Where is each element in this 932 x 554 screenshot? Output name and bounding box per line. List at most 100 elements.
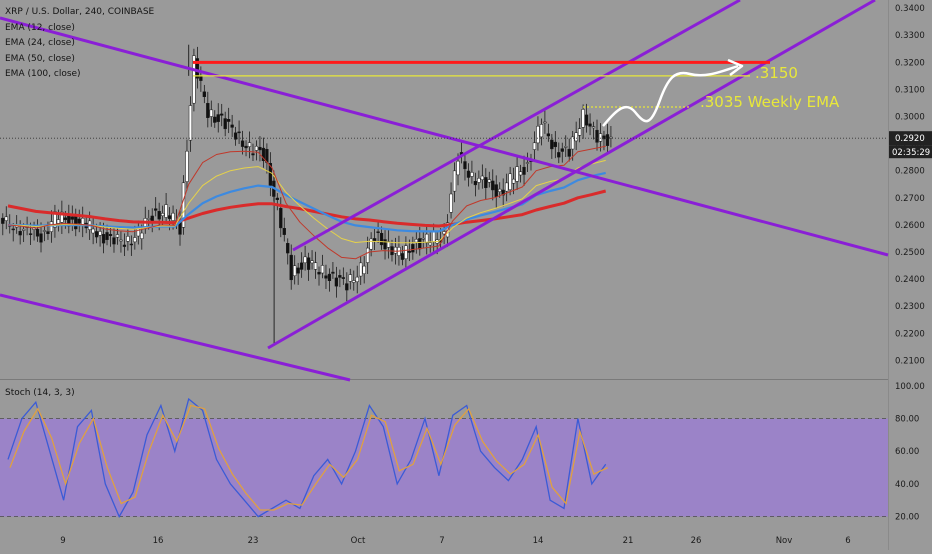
candle-down: [105, 232, 109, 240]
candle-up: [359, 262, 363, 277]
candle-down: [282, 227, 286, 235]
time-tick-label: 6: [845, 536, 850, 546]
candle-down: [195, 58, 200, 79]
legend-ema-50[interactable]: EMA (50, close): [5, 53, 75, 64]
candle-down: [341, 277, 345, 279]
uptrend-channel-upper: [292, 0, 741, 252]
candle-up: [477, 178, 481, 183]
drawing-tools[interactable]: .3150 .3035 Weekly EMA: [0, 0, 889, 382]
candle-down: [567, 148, 571, 157]
candle-down: [227, 119, 231, 122]
candle-up: [119, 239, 123, 242]
stoch-tick-label: 100.00: [895, 382, 925, 392]
candle-down: [595, 129, 599, 143]
candle-up: [425, 233, 429, 244]
candle-down: [400, 253, 405, 260]
candle-up: [574, 132, 578, 142]
candle-up: [254, 145, 259, 151]
stoch-pane[interactable]: [0, 397, 888, 519]
candle-down: [334, 277, 339, 287]
symbol-title[interactable]: XRP / U.S. Dollar, 240, COINBASE: [5, 7, 155, 17]
stoch-legend[interactable]: Stoch (14, 3, 3): [5, 388, 75, 398]
candle-up: [505, 182, 509, 192]
candle-down: [327, 273, 332, 281]
time-tick-label: 23: [248, 536, 259, 546]
price-tick-label: 0.2200: [895, 329, 925, 339]
legend-ema-24[interactable]: EMA (24, close): [5, 38, 75, 48]
candle-up: [591, 126, 596, 129]
candle-up: [487, 179, 491, 183]
candle-up: [140, 232, 144, 239]
price-tick-label: 0.2100: [895, 356, 925, 366]
stoch-tick-label: 40.00: [895, 480, 919, 490]
candle-down: [324, 275, 328, 279]
candle-down: [275, 197, 279, 200]
time-tick-label: Oct: [351, 536, 366, 546]
candle-up: [508, 173, 512, 190]
candle-down: [28, 233, 33, 235]
candle-up: [147, 218, 151, 220]
candle-up: [532, 142, 537, 150]
candle-up: [171, 212, 175, 221]
candle-up: [160, 213, 165, 217]
current-price-label: 0.2920: [895, 134, 925, 144]
candle-down: [331, 271, 335, 274]
candle-down: [588, 123, 592, 127]
candle-up: [414, 238, 418, 243]
time-tick-label: 26: [691, 536, 702, 546]
candle-up: [449, 193, 453, 213]
candle-down: [501, 189, 505, 196]
candle-up: [362, 265, 366, 274]
candle-up: [428, 242, 432, 246]
candle-up: [581, 109, 585, 128]
candle-down: [550, 139, 554, 150]
price-axis[interactable]: 0.34000.33000.32000.31000.30000.29000.28…: [889, 0, 932, 550]
candle-down: [338, 275, 342, 278]
target-label: .3150: [755, 64, 798, 82]
time-axis[interactable]: 9 16 23 Oct 7 14 21 26 Nov 6: [0, 529, 888, 550]
candle-up: [60, 211, 64, 223]
candle-down: [279, 208, 283, 229]
candle-up: [470, 172, 474, 177]
candle-up: [498, 188, 502, 192]
price-axis-bg: [889, 0, 932, 550]
candle-up: [4, 216, 8, 221]
price-tick-label: 0.2700: [895, 194, 925, 204]
price-tick-label: 0.3300: [895, 31, 925, 41]
time-tick-label: 21: [623, 536, 634, 546]
candle-down: [553, 141, 557, 148]
time-tick-label: 9: [60, 536, 65, 546]
candle-down: [63, 217, 67, 221]
candle-down: [491, 180, 495, 191]
candle-down: [418, 238, 422, 250]
candle-down: [122, 244, 127, 247]
weekly-ema-label: .3035 Weekly EMA: [700, 93, 840, 111]
candle-up: [515, 166, 519, 182]
candle-down: [240, 140, 245, 147]
candle-down: [237, 131, 241, 134]
downtrend-channel-upper: [0, 16, 889, 257]
candle-down: [602, 135, 606, 140]
price-tick-label: 0.2400: [895, 275, 925, 285]
candle-up: [310, 260, 314, 264]
candle-up: [543, 121, 547, 124]
candle-up: [115, 234, 120, 238]
ema-line-12: [7, 145, 606, 260]
candle-up: [525, 162, 530, 164]
candle-down: [154, 208, 158, 211]
candle-up: [386, 241, 391, 248]
candle-down: [317, 271, 321, 275]
candle-up: [577, 128, 582, 136]
candle-up: [209, 109, 213, 117]
candle-up: [56, 219, 61, 224]
candle-up: [313, 262, 318, 270]
legend-ema-100[interactable]: EMA (100, close): [5, 69, 81, 79]
legend-ema-12[interactable]: EMA (12, close): [5, 22, 75, 33]
candle-down: [376, 231, 380, 233]
candle-up: [355, 276, 359, 282]
candle-up: [49, 221, 54, 232]
price-tick-label: 0.2800: [895, 167, 925, 177]
price-tick-label: 0.3000: [895, 113, 925, 123]
